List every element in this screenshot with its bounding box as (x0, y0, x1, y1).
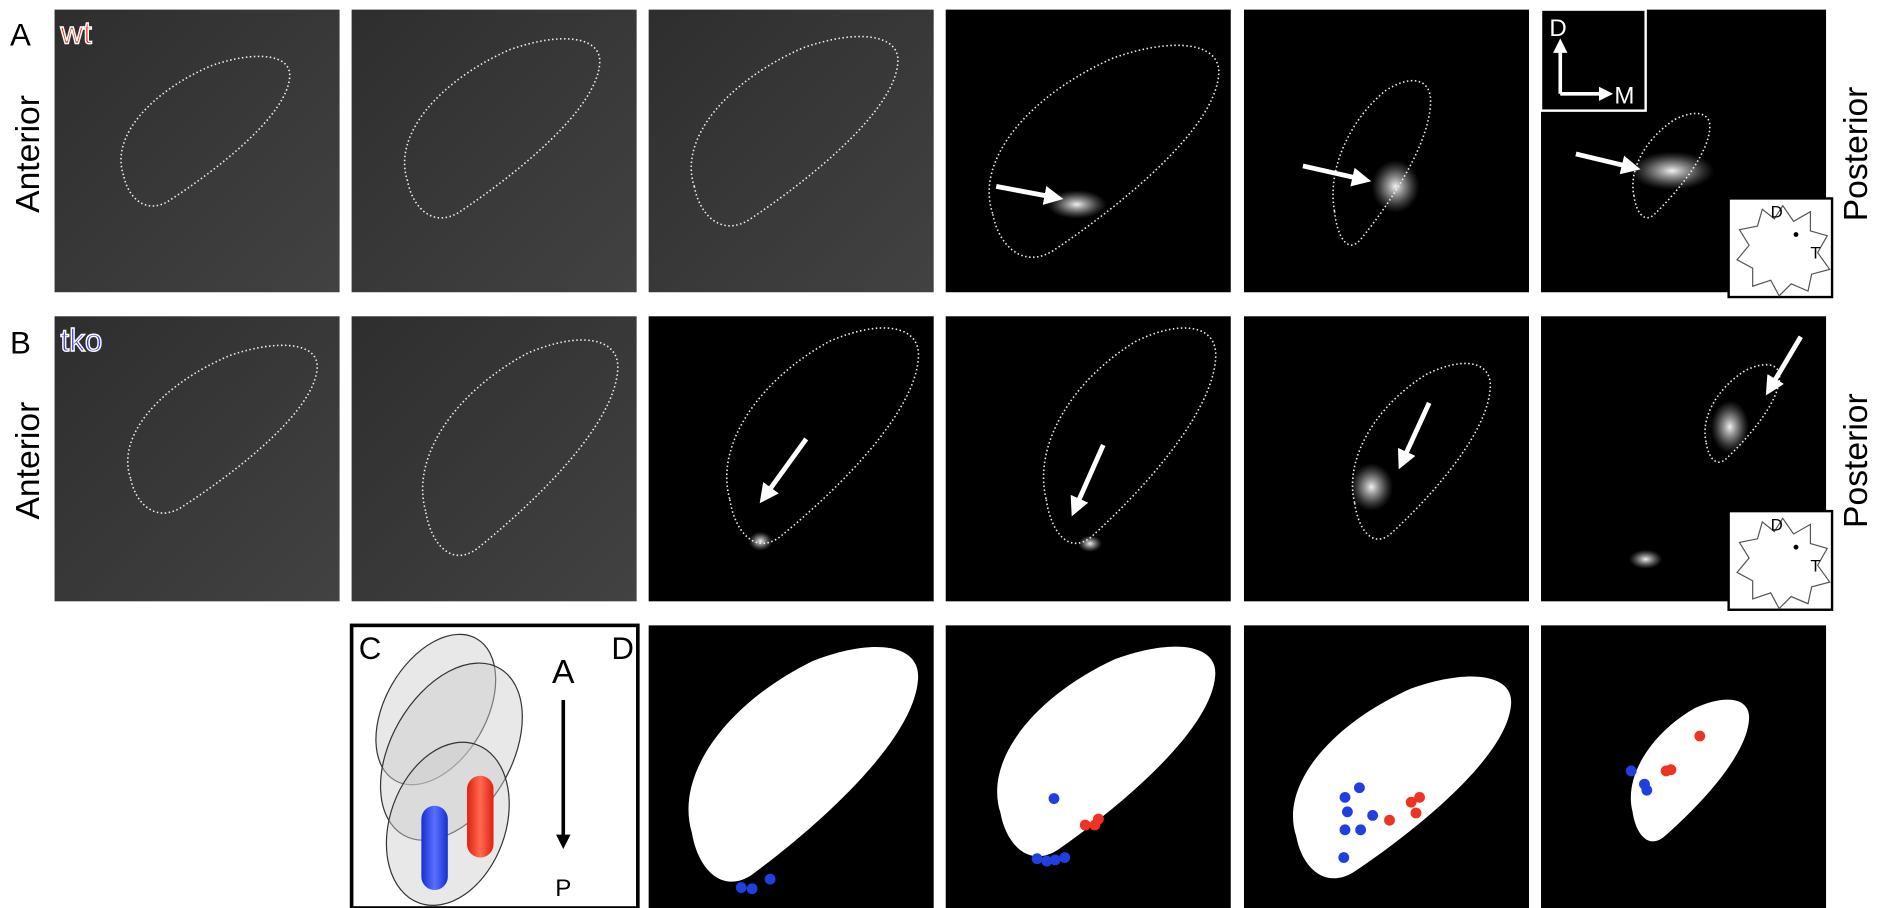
micrograph (55, 316, 340, 601)
blue-dot (736, 882, 747, 893)
micrograph (352, 316, 637, 601)
anterior-label: Anterior (10, 95, 47, 213)
panel-label: D (611, 631, 634, 666)
red-cylinder (467, 776, 493, 858)
red-dot (1384, 815, 1395, 826)
posterior-label: Posterior (1838, 393, 1875, 528)
red-dot (1080, 820, 1091, 831)
signal (1047, 190, 1107, 219)
posterior-label: Posterior (1838, 87, 1875, 222)
injection-site (1794, 232, 1799, 237)
axis-label: D (1549, 15, 1566, 42)
micrograph (352, 10, 637, 293)
blue-dot (1049, 793, 1060, 804)
anterior-label: Anterior (10, 402, 47, 520)
blue-dot (1340, 792, 1351, 803)
micrograph (946, 10, 1231, 293)
blue-dot (1032, 853, 1043, 864)
retina-label: T (1810, 556, 1820, 575)
blue-dot (1367, 810, 1378, 821)
genotype-label: tko (61, 323, 103, 358)
blue-dot (1340, 824, 1351, 835)
micrograph (1244, 10, 1529, 293)
genotype-label: wt (60, 15, 93, 50)
axis-label: P (555, 875, 571, 902)
axis-label: A (552, 654, 575, 691)
row-label: A (10, 18, 31, 53)
retina-label: D (1771, 515, 1783, 534)
micrograph (1244, 316, 1529, 601)
micrograph (946, 316, 1231, 601)
blue-dot (747, 883, 758, 894)
blue-dot (1354, 782, 1365, 793)
axis-label: M (1614, 82, 1634, 109)
blue-dot (1355, 824, 1366, 835)
red-dot (1414, 792, 1425, 803)
blue-dot (1342, 806, 1353, 817)
row-label: B (10, 326, 31, 361)
blue-dot (1050, 854, 1061, 865)
blue-dot (1641, 785, 1652, 796)
blue-dot (1059, 852, 1070, 863)
retina-label: D (1771, 203, 1783, 222)
signal (1630, 152, 1714, 190)
micrograph (649, 10, 934, 293)
panels (55, 10, 1827, 908)
red-dot (1694, 731, 1705, 742)
blue-cylinder (421, 806, 447, 890)
blue-dot (765, 874, 776, 885)
panel-label: C (359, 631, 382, 666)
blue-dot (1338, 852, 1349, 863)
red-dot (1666, 764, 1677, 775)
signal (1711, 400, 1749, 453)
red-dot (1093, 814, 1104, 825)
page: {"rows": [ {"label": "A", "genotype": "w… (0, 0, 1877, 908)
signal (1629, 550, 1663, 569)
figure: A wt Anterior Posterior B tko Anterior P… (0, 0, 1877, 908)
signal (1350, 463, 1393, 511)
panel-c: C A P (351, 613, 638, 908)
retina-label: T (1810, 244, 1820, 263)
injection-site (1794, 545, 1799, 550)
signal (1371, 160, 1419, 213)
blue-dot (1626, 765, 1637, 776)
red-dot (1411, 808, 1422, 819)
micrograph (55, 10, 340, 293)
